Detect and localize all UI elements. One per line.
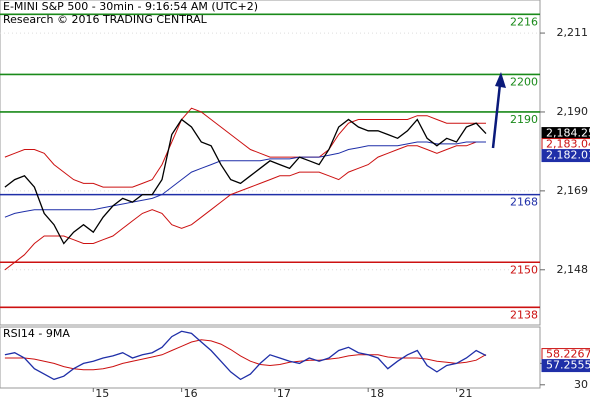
- y-tick-label: 2,190: [557, 105, 589, 118]
- price-panel: [0, 0, 541, 326]
- value-box-label: 2,183.04: [546, 138, 590, 151]
- y-tick-label: 2,169: [557, 184, 589, 197]
- series-line: [4, 339, 487, 371]
- value-box-label: 57.2555: [546, 359, 590, 372]
- level-label: 2150: [510, 263, 538, 276]
- arrow-head: [495, 72, 506, 88]
- value-box: [541, 359, 590, 373]
- chart-title: E-MINI S&P 500 - 30min - 9:16:54 AM (UTC…: [3, 0, 258, 13]
- chart-subtitle: Research © 2016 TRADING CENTRAL: [3, 13, 208, 26]
- level-label: 2138: [510, 308, 538, 321]
- x-tick-label: 16: [184, 387, 198, 400]
- series-line: [4, 330, 487, 381]
- series-line: [4, 141, 486, 218]
- x-tick-label: 18: [370, 387, 384, 400]
- level-label: 2190: [510, 113, 538, 126]
- x-tick-label: 17: [277, 387, 291, 400]
- series-line: [4, 141, 486, 271]
- value-box-label: 2,184.25: [546, 127, 590, 140]
- arrow-shaft: [491, 83, 502, 149]
- level-label: 2200: [510, 75, 538, 88]
- level-label: 2216: [510, 15, 538, 28]
- y-tick-label: 2,211: [557, 26, 589, 39]
- value-box-label: 58.2267: [546, 348, 590, 361]
- y-tick-label: 2,148: [557, 263, 589, 276]
- rsi-title: RSI14 - 9MA: [3, 327, 70, 340]
- x-tick-label: 21: [459, 387, 473, 400]
- series-line: [4, 107, 486, 188]
- y-tick-label: 30: [574, 378, 588, 391]
- value-box: [541, 149, 590, 163]
- x-tick-label: 15: [95, 387, 109, 400]
- rsi-panel: [0, 326, 541, 389]
- plot-layer: 2,211 2,190 2,169 2,148 2216 2200 2190 2168 2150…: [0, 13, 590, 400]
- level-label: 2168: [510, 196, 538, 209]
- value-box-label: 2,182.01: [546, 149, 590, 162]
- series-line: [4, 118, 487, 245]
